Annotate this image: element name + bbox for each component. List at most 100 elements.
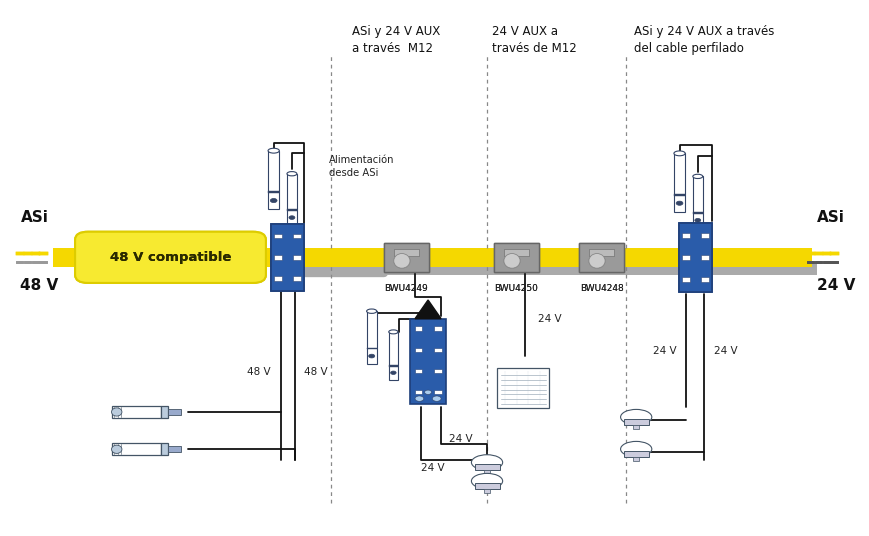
- Text: 24 V: 24 V: [713, 346, 737, 356]
- Bar: [53, 248, 812, 255]
- Bar: [169, 446, 181, 452]
- Text: 48 V: 48 V: [247, 367, 270, 377]
- Bar: [681, 255, 689, 260]
- Bar: [111, 406, 162, 418]
- Text: 24 V: 24 V: [653, 346, 676, 356]
- Bar: [497, 368, 549, 408]
- Bar: [434, 347, 441, 352]
- Bar: [274, 255, 282, 260]
- Text: 24 V: 24 V: [816, 278, 854, 293]
- Bar: [700, 233, 707, 237]
- Text: BWU4249: BWU4249: [384, 284, 428, 293]
- Bar: [692, 176, 702, 228]
- FancyBboxPatch shape: [75, 232, 266, 283]
- Ellipse shape: [673, 151, 685, 156]
- Ellipse shape: [432, 396, 441, 401]
- Text: 48 V compatible: 48 V compatible: [109, 251, 231, 264]
- Ellipse shape: [415, 396, 423, 401]
- Bar: [271, 224, 303, 291]
- Ellipse shape: [368, 354, 375, 358]
- Ellipse shape: [588, 254, 605, 268]
- Text: BWU4248: BWU4248: [579, 284, 623, 293]
- Ellipse shape: [270, 198, 276, 203]
- Bar: [293, 255, 301, 260]
- Bar: [434, 369, 441, 374]
- Text: BWU4250: BWU4250: [494, 284, 538, 293]
- Bar: [578, 243, 623, 272]
- Bar: [274, 255, 282, 260]
- Text: ASi y 24 V AUX
a través  M12: ASi y 24 V AUX a través M12: [351, 25, 440, 55]
- Bar: [383, 243, 428, 272]
- Ellipse shape: [388, 330, 397, 334]
- Bar: [268, 191, 279, 193]
- Ellipse shape: [390, 371, 395, 375]
- Bar: [274, 234, 282, 239]
- Bar: [483, 470, 489, 474]
- Bar: [394, 249, 418, 256]
- Text: 24 V AUX a
través de M12: 24 V AUX a través de M12: [492, 25, 576, 55]
- Bar: [588, 249, 614, 256]
- Bar: [681, 277, 689, 282]
- Text: 48 V: 48 V: [21, 278, 58, 293]
- Text: 48 V compatible: 48 V compatible: [109, 251, 231, 264]
- Ellipse shape: [287, 172, 296, 176]
- Bar: [293, 276, 301, 281]
- Text: ASi: ASi: [816, 210, 844, 225]
- Text: ASi y 24 V AUX a través
del cable perfilado: ASi y 24 V AUX a través del cable perfil…: [633, 25, 773, 55]
- Bar: [678, 222, 711, 292]
- Bar: [415, 347, 422, 352]
- Bar: [415, 390, 422, 394]
- Text: BWU4250: BWU4250: [494, 284, 538, 293]
- Bar: [293, 234, 301, 239]
- Bar: [383, 243, 428, 272]
- Ellipse shape: [503, 254, 520, 268]
- Ellipse shape: [289, 216, 295, 219]
- Ellipse shape: [424, 390, 431, 394]
- Bar: [633, 425, 639, 429]
- Bar: [700, 255, 707, 260]
- Ellipse shape: [620, 410, 651, 425]
- Polygon shape: [415, 300, 441, 319]
- Ellipse shape: [471, 473, 502, 489]
- Bar: [293, 234, 301, 239]
- Bar: [162, 406, 169, 418]
- Bar: [287, 174, 296, 225]
- Text: 24 V: 24 V: [538, 314, 561, 324]
- Bar: [700, 233, 707, 237]
- Ellipse shape: [692, 174, 702, 178]
- Bar: [494, 243, 539, 272]
- Ellipse shape: [366, 309, 376, 314]
- Bar: [169, 409, 181, 415]
- Bar: [162, 443, 169, 455]
- Text: BWU4249: BWU4249: [384, 284, 428, 293]
- Bar: [274, 234, 282, 239]
- Ellipse shape: [694, 219, 700, 222]
- Text: BWU4248: BWU4248: [579, 284, 623, 293]
- Bar: [700, 255, 707, 260]
- FancyBboxPatch shape: [75, 232, 266, 283]
- Bar: [681, 233, 689, 237]
- Bar: [288, 263, 816, 275]
- Bar: [692, 212, 702, 213]
- Bar: [409, 319, 446, 404]
- Text: ASi: ASi: [21, 210, 49, 225]
- Bar: [53, 251, 812, 264]
- Bar: [434, 390, 441, 394]
- Bar: [293, 276, 301, 281]
- Bar: [503, 249, 528, 256]
- Bar: [681, 255, 689, 260]
- Bar: [700, 277, 707, 282]
- Bar: [623, 451, 648, 457]
- Ellipse shape: [675, 201, 682, 205]
- Bar: [271, 224, 303, 291]
- Ellipse shape: [394, 254, 409, 268]
- Bar: [623, 419, 648, 425]
- Bar: [53, 259, 812, 267]
- Ellipse shape: [620, 442, 651, 457]
- Bar: [293, 255, 301, 260]
- Bar: [673, 153, 685, 212]
- Ellipse shape: [588, 254, 605, 268]
- Bar: [681, 233, 689, 237]
- Text: Alimentación
desde ASi: Alimentación desde ASi: [328, 155, 395, 178]
- Bar: [268, 151, 279, 210]
